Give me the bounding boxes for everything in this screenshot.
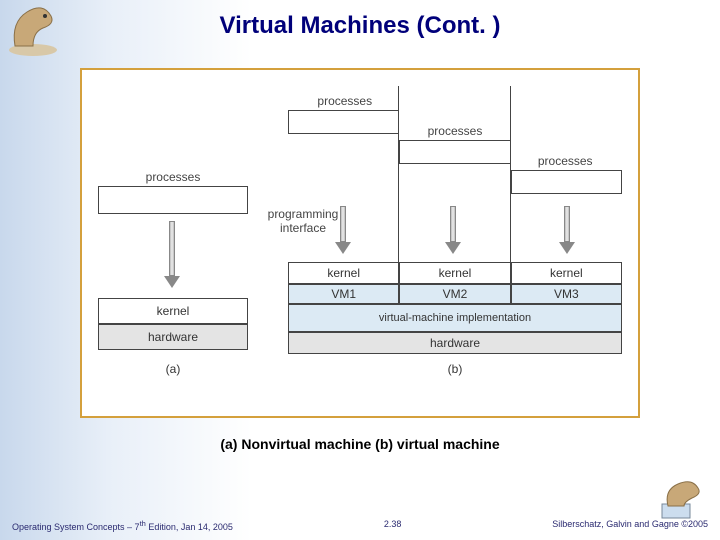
sub-b: (b) (288, 362, 622, 376)
label-processes-b1: processes (295, 94, 395, 108)
arrow-b3 (559, 206, 575, 254)
arrow-b2 (445, 206, 461, 254)
label-processes-b3: processes (515, 154, 615, 168)
box-processes-a (98, 186, 248, 214)
box-vm3: VM3 (511, 284, 622, 304)
box-hardware-a: hardware (98, 324, 248, 350)
box-vm2: VM2 (399, 284, 510, 304)
panel-a: processes kernel hardware (a) (98, 86, 248, 400)
box-proc-b2 (399, 140, 510, 164)
box-vm-impl: virtual-machine implementation (288, 304, 622, 332)
box-kernel-b2: kernel (399, 262, 510, 284)
panel-b: processes processes processes kernel ker… (288, 86, 622, 400)
box-proc-b3 (511, 170, 622, 194)
dinosaur-logo-icon (2, 2, 64, 58)
label-processes-a: processes (98, 170, 248, 184)
sub-a: (a) (98, 362, 248, 376)
footer-page: 2.38 (384, 519, 402, 532)
dinosaur-footer-icon (658, 478, 712, 522)
footer: Operating System Concepts – 7th Edition,… (0, 519, 720, 532)
box-kernel-b1: kernel (288, 262, 399, 284)
label-processes-b2: processes (405, 124, 505, 138)
box-hardware-b: hardware (288, 332, 622, 354)
footer-left: Operating System Concepts – 7th Edition,… (12, 519, 233, 532)
slide-title: Virtual Machines (Cont. ) (0, 0, 720, 48)
diagram-caption: (a) Nonvirtual machine (b) virtual machi… (0, 436, 720, 452)
arrow-a (164, 221, 180, 288)
box-kernel-b3: kernel (511, 262, 622, 284)
vm-diagram: processes kernel hardware (a) programmin… (80, 68, 640, 418)
box-vm1: VM1 (288, 284, 399, 304)
arrow-b1 (335, 206, 351, 254)
box-proc-b1 (288, 110, 399, 134)
box-kernel-a: kernel (98, 298, 248, 324)
